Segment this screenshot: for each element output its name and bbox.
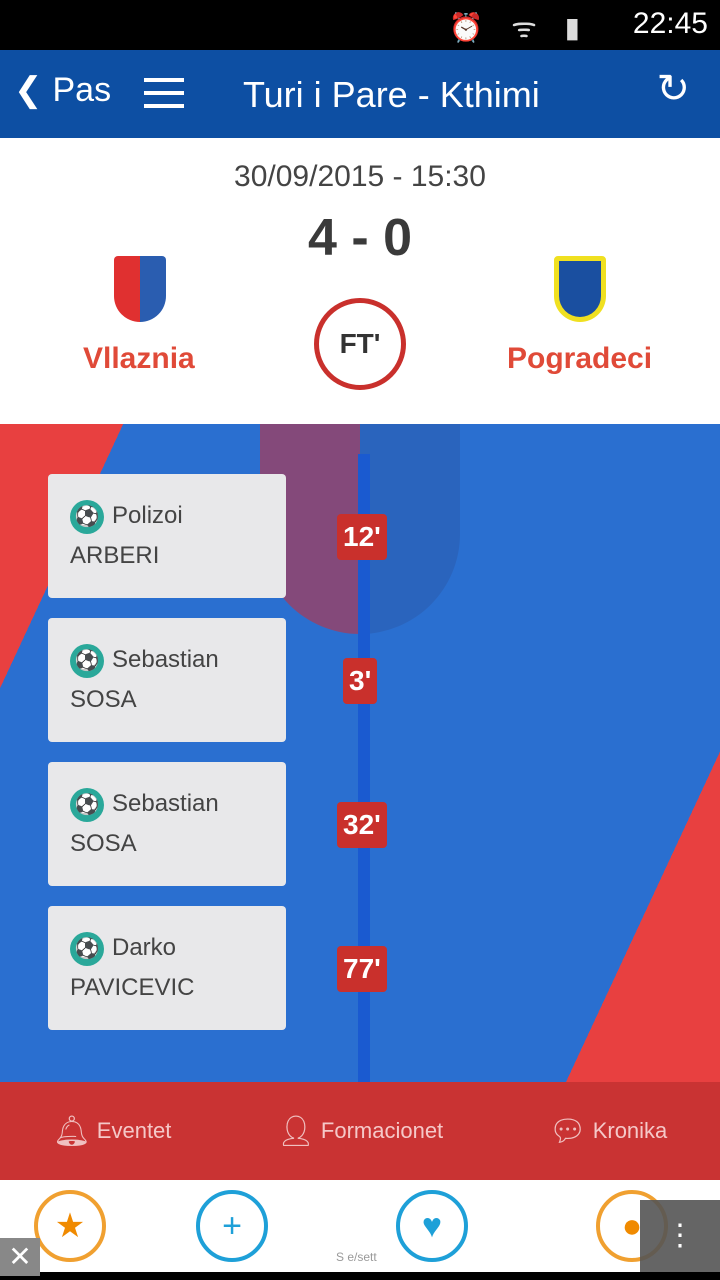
chevron-left-icon: ❮ xyxy=(14,71,43,109)
page-title: Turi i Pare - Kthimi xyxy=(243,74,540,115)
event-minute: 77' xyxy=(337,946,387,992)
event-card[interactable]: ⚽ Polizoi ARBERI xyxy=(48,474,286,598)
away-team-name: Pogradeci xyxy=(507,342,653,375)
tab-label: Eventet xyxy=(96,1118,172,1143)
back-button[interactable]: ❮ Pas xyxy=(14,70,111,110)
player-last-name: SOSA xyxy=(70,686,137,713)
player-last-name: SOSA xyxy=(70,830,137,857)
goal-icon: ⚽ xyxy=(70,931,104,966)
chat-icon: 💬︎ xyxy=(548,1114,587,1148)
player-first-name: Sebastian xyxy=(112,790,219,817)
overflow-menu-icon[interactable]: ⋮ xyxy=(640,1200,720,1272)
event-card[interactable]: ⚽ Sebastian SOSA xyxy=(48,618,286,742)
ad-caption: S e/sett xyxy=(336,1250,377,1264)
tab-label: Formacionet xyxy=(320,1118,444,1143)
player-first-name: Sebastian xyxy=(112,646,219,673)
close-ad-button[interactable]: ✕ xyxy=(0,1238,40,1276)
event-card[interactable]: ⚽ Sebastian SOSA xyxy=(48,762,286,886)
goal-icon: ⚽ xyxy=(70,787,104,822)
refresh-icon[interactable]: ↻ xyxy=(656,67,690,111)
event-card[interactable]: ⚽ Darko PAVICEVIC xyxy=(48,906,286,1030)
menu-icon[interactable] xyxy=(144,78,184,117)
home-team-crest xyxy=(114,256,166,322)
player-last-name: ARBERI xyxy=(70,542,160,569)
person-icon: 👤︎ xyxy=(276,1114,315,1148)
tab-kronika[interactable]: 💬︎ Kronika xyxy=(549,1114,668,1149)
clock: 22:45 xyxy=(632,7,708,40)
tab-eventet[interactable]: 🔔︎ Eventet xyxy=(53,1114,172,1149)
back-label: Pas xyxy=(52,70,112,109)
event-minute: 32' xyxy=(337,802,387,848)
match-header: 30/09/2015 - 15:30 4 - 0 Vllaznia Pograd… xyxy=(0,138,720,424)
app-bar: ❮ Pas Turi i Pare - Kthimi ↻ xyxy=(0,50,720,138)
goal-icon: ⚽ xyxy=(70,643,104,678)
away-team-crest xyxy=(554,256,606,322)
player-first-name: Polizoi xyxy=(112,502,183,529)
ad-banner[interactable]: ★ + ♥ ● S e/sett xyxy=(0,1180,720,1272)
event-minute: 3' xyxy=(343,658,378,704)
add-user-icon[interactable]: + xyxy=(196,1190,268,1262)
match-datetime: 30/09/2015 - 15:30 xyxy=(234,160,486,193)
bell-icon: 🔔︎ xyxy=(52,1114,91,1148)
events-timeline: ⚽ Polizoi ARBERI 12' ⚽ Sebastian SOSA 3' ⚽ Se… xyxy=(0,424,720,1082)
status-bar: ⏰ ᯤ ▮ 22:45 xyxy=(0,0,720,50)
player-last-name: PAVICEVIC xyxy=(70,974,195,1001)
event-minute: 12' xyxy=(337,514,387,560)
match-status: FT' xyxy=(314,298,406,390)
heart-icon[interactable]: ♥ xyxy=(396,1190,468,1262)
tab-formacionet[interactable]: 👤︎ Formacionet xyxy=(277,1114,443,1149)
goal-icon: ⚽ xyxy=(70,499,104,534)
timeline-line xyxy=(358,454,370,1082)
bottom-tabs: 🔔︎ Eventet 👤︎ Formacionet 💬︎ Kronika xyxy=(0,1082,720,1180)
home-team-name: Vllaznia xyxy=(83,342,195,375)
star-icon[interactable]: ★ xyxy=(34,1190,106,1262)
tab-label: Kronika xyxy=(592,1118,668,1143)
status-icons: ⏰ ᯤ ▮ xyxy=(448,12,590,43)
player-first-name: Darko xyxy=(112,934,177,961)
match-score: 4 - 0 xyxy=(307,209,413,267)
